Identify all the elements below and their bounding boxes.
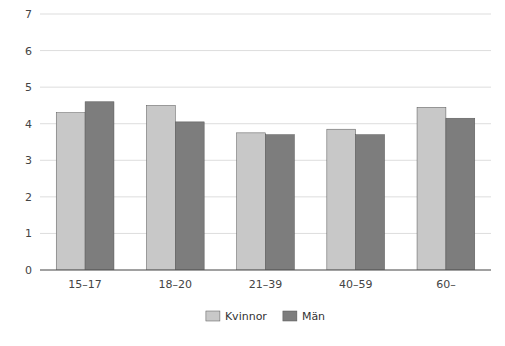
bar xyxy=(417,107,446,270)
bar xyxy=(85,102,114,270)
x-tick-label: 40–59 xyxy=(339,278,373,291)
bar xyxy=(356,135,385,270)
y-tick-label: 7 xyxy=(25,8,32,21)
y-grid xyxy=(40,14,491,270)
legend: Kvinnor Män xyxy=(206,310,325,323)
bar xyxy=(266,135,295,270)
bar xyxy=(146,105,175,270)
legend-item: Män xyxy=(283,310,325,323)
bar xyxy=(237,133,266,270)
x-tick-label: 15–17 xyxy=(68,278,102,291)
x-axis-line xyxy=(40,270,491,271)
y-tick-label: 5 xyxy=(25,81,32,94)
x-tick-label: 60– xyxy=(436,278,456,291)
y-tick-label: 1 xyxy=(25,227,32,240)
y-tick-label: 0 xyxy=(25,264,32,277)
x-tick-label: 21–39 xyxy=(249,278,283,291)
chart-container: 0 1 2 3 4 5 6 7 15–17 18–20 21–39 40–59 60– Kvinnor Mä… xyxy=(0,0,505,346)
bar xyxy=(446,118,475,270)
legend-swatch xyxy=(283,311,297,321)
grid-line xyxy=(40,50,491,51)
legend-label: Kvinnor xyxy=(225,310,267,323)
bar xyxy=(175,122,204,270)
y-tick-label: 2 xyxy=(25,191,32,204)
grid-line xyxy=(40,270,491,271)
chart: 0 1 2 3 4 5 6 7 15–17 18–20 21–39 40–59 60– Kvinnor Mä… xyxy=(0,0,505,346)
y-tick-label: 6 xyxy=(25,45,32,58)
legend-swatch xyxy=(206,311,220,321)
grid-line xyxy=(40,14,491,15)
grid-line xyxy=(40,87,491,88)
bar xyxy=(327,129,356,270)
y-tick-label: 4 xyxy=(25,118,32,131)
bar xyxy=(56,113,85,270)
y-tick-label: 3 xyxy=(25,154,32,167)
legend-label: Män xyxy=(302,310,325,323)
legend-item: Kvinnor xyxy=(206,310,267,323)
x-tick-label: 18–20 xyxy=(159,278,193,291)
bars xyxy=(56,102,475,270)
